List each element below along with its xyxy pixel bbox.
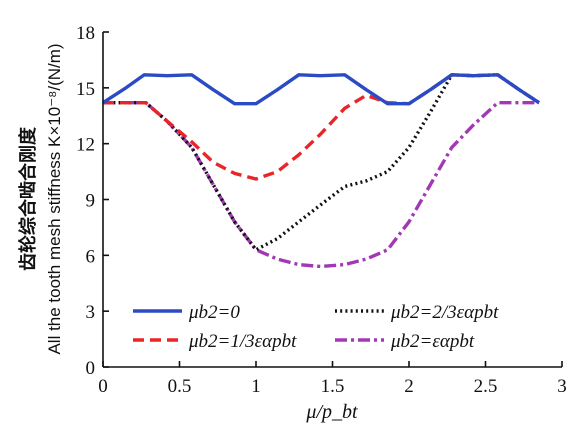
y-axis-label-cn: 齿轮综合啮合刚度 [17, 126, 39, 271]
x-tick-label: 0 [98, 376, 108, 397]
legend-label-series-3: μb2=2/3εαpbt [390, 302, 499, 323]
series-line-4 [103, 100, 539, 269]
y-tick-label: 15 [76, 79, 95, 100]
x-tick-label: 1 [251, 376, 261, 397]
y-tick-label: 9 [86, 191, 96, 212]
x-ticks: 0 0.5 1 1.5 2 2.5 3 [98, 361, 567, 397]
y-axis-label: 齿轮综合啮合刚度 All the tooth mesh stiffness K×… [17, 43, 64, 354]
y-tick-label: 18 [76, 23, 95, 44]
series-line-1 [102, 73, 540, 106]
plot-lines [102, 73, 540, 269]
x-tick-label: 2.5 [474, 376, 498, 397]
x-tick-label: 0.5 [168, 376, 192, 397]
y-tick-label: 3 [86, 302, 96, 323]
y-tick-label: 0 [86, 358, 96, 379]
legend-label-series-2: μb2=1/3εαpbt [188, 331, 297, 352]
series-line-3 [103, 73, 540, 252]
y-ticks: 0 3 6 9 12 15 18 [76, 23, 109, 379]
x-axis-label: μ/p_bt [305, 401, 358, 423]
y-axis-label-en: All the tooth mesh stiffness K×10⁻⁸/(N/m… [45, 43, 64, 354]
y-tick-label: 6 [86, 246, 96, 267]
x-tick-label: 3 [557, 376, 567, 397]
x-tick-label: 1.5 [321, 376, 345, 397]
legend-label-series-4: μb2=εαpbt [390, 331, 475, 352]
legend: μb2=0 μb2=2/3εαpbt μb2=1/3εαpbt μb2=εαpb… [133, 302, 499, 352]
legend-label-series-1: μb2=0 [188, 302, 240, 323]
x-tick-label: 2 [404, 376, 414, 397]
y-tick-label: 12 [76, 135, 95, 156]
